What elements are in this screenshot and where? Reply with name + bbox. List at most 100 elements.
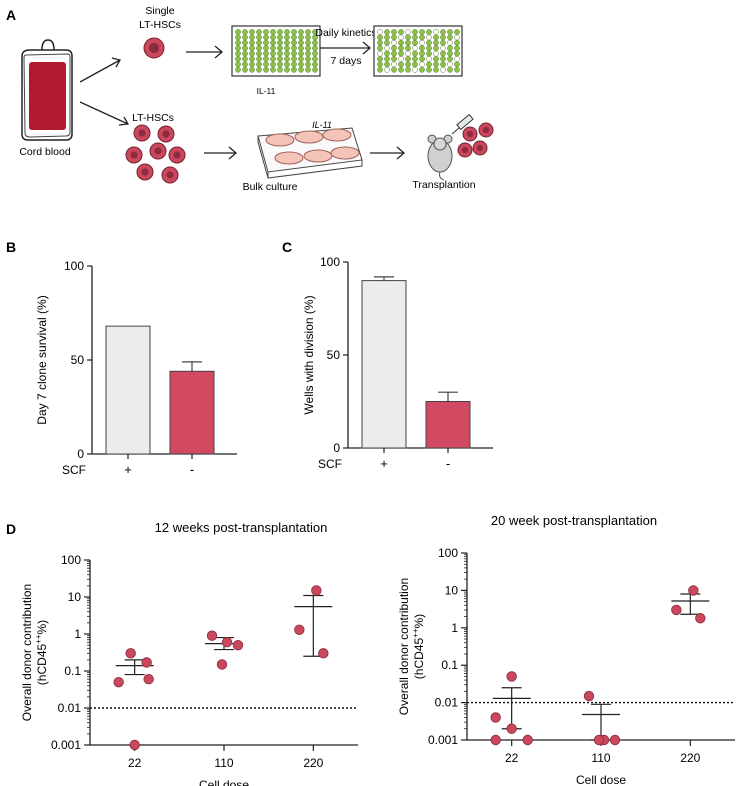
data-point [506, 723, 517, 734]
plate-well [277, 29, 283, 35]
cell-nucleus [461, 146, 469, 154]
data-point [490, 712, 501, 723]
plate-well [405, 66, 411, 73]
transplantion-label: Transplantion [412, 179, 475, 191]
lthsc-cluster-icon [125, 124, 186, 184]
plate-well [405, 56, 411, 62]
plate-well [447, 45, 453, 52]
y-axis-label-line2: (hCD45++%) [34, 620, 49, 685]
plate-well [454, 29, 460, 35]
y-tick-label: 50 [327, 348, 341, 362]
x-axis-label: Cell dose [199, 778, 249, 786]
data-point [609, 734, 621, 746]
data-point [221, 637, 233, 648]
plate-well [277, 34, 283, 41]
y-axis-label-line2: (hCD45++%) [411, 614, 426, 679]
plate-well [256, 39, 262, 46]
plate-well [312, 50, 318, 57]
y-tick-label: 0 [77, 447, 84, 461]
single-lthsc-label: LT-HSCs [139, 19, 181, 31]
data-point [311, 585, 322, 596]
plate-well [291, 61, 297, 68]
x-tick-label: 220 [680, 751, 700, 765]
plate-well [270, 61, 276, 68]
mouse-icon [427, 134, 453, 181]
plate-well [419, 50, 425, 57]
plate-well [242, 56, 248, 62]
plate-well [235, 34, 241, 41]
plate-well [440, 66, 446, 73]
plate-well [405, 50, 411, 57]
seven-days-label: 7 days [331, 55, 362, 67]
y-tick-label: 0.01 [435, 696, 459, 710]
plate-well [284, 29, 290, 35]
plate-well [419, 56, 425, 62]
plate-well [277, 56, 283, 62]
plate-well [454, 66, 460, 73]
plate-well [291, 45, 297, 52]
plate-well [377, 39, 383, 46]
plate-well [284, 39, 290, 46]
plate-well [391, 56, 397, 62]
plate-well [391, 34, 397, 41]
data-point [490, 734, 501, 746]
plate-well [298, 34, 304, 41]
plate-well [256, 45, 262, 52]
plate-well [256, 56, 262, 62]
plate-well [242, 34, 248, 41]
plate-well [235, 50, 241, 57]
plate-well [312, 45, 318, 52]
plate-well [440, 50, 446, 57]
single-cell-icon [143, 37, 165, 59]
plate-well [398, 61, 404, 68]
plate-well [426, 61, 432, 68]
y-tick-label: 100 [61, 553, 81, 567]
y-tick-label: 0.1 [64, 664, 81, 678]
plate-well [447, 29, 453, 35]
plate-well [377, 29, 383, 35]
chart-b: 0 50 100 Day 7 clone survival (%) + - SCF [35, 259, 237, 477]
plate-well [405, 34, 411, 41]
plate-well [242, 39, 248, 46]
plate-well [235, 45, 241, 52]
plate-well [454, 34, 460, 41]
x-tick-label: 22 [128, 756, 142, 770]
arrow-kinetics [320, 41, 371, 55]
plate-well [298, 56, 304, 62]
plate-well [398, 66, 404, 73]
plate-well [377, 34, 383, 41]
plate-well [454, 50, 460, 57]
plate-well [249, 56, 255, 62]
plate-well [433, 66, 439, 73]
syringe-icon [451, 113, 474, 135]
y-tick-label: 0.001 [51, 738, 81, 752]
data-point [593, 734, 605, 746]
y-tick-label: 0.001 [428, 733, 458, 747]
plate-well [291, 50, 297, 57]
x-axis-label: SCF [318, 457, 342, 471]
plate-well [284, 56, 290, 62]
plate-well [377, 66, 383, 73]
plate-well [377, 56, 383, 62]
data-point [522, 734, 533, 746]
plate-well [291, 56, 297, 62]
plate-well [398, 39, 404, 46]
x-axis-label: Cell dose [576, 773, 626, 786]
panel-b-label: B [6, 239, 16, 255]
plate-well [419, 45, 425, 52]
plate-well [277, 45, 283, 52]
data-point [688, 585, 699, 596]
bar [105, 325, 151, 455]
plate-well [263, 39, 269, 46]
plate-well [270, 50, 276, 57]
plate-well [391, 29, 397, 35]
dish-il11-label: IL-11 [312, 120, 332, 130]
plate-well [249, 45, 255, 52]
plate-well [419, 66, 425, 73]
plate-well [256, 34, 262, 41]
plate-well [235, 29, 241, 35]
plate-well [384, 61, 390, 68]
plate-well [426, 45, 432, 52]
plate-well [249, 66, 255, 73]
plate-well [412, 66, 418, 73]
